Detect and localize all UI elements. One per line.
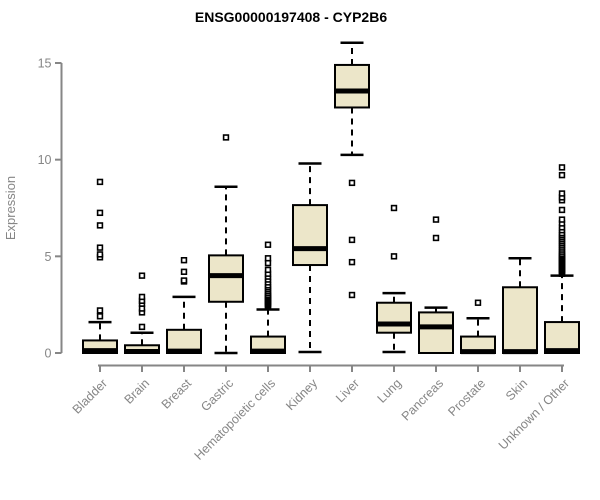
outlier-bladder — [96, 178, 104, 186]
outlier-bladder — [96, 222, 104, 229]
outlier-gastric — [222, 134, 230, 141]
outlier-brain — [138, 323, 146, 331]
y-tick-label: 0 — [45, 347, 52, 361]
outlier-prostate — [474, 299, 482, 306]
outlier-unknown-other — [558, 164, 566, 171]
outlier-liver — [348, 291, 356, 299]
outlier-liver — [348, 236, 356, 244]
x-category-label-pancreas: Pancreas — [399, 376, 446, 423]
box-kidney — [292, 204, 328, 267]
outlier-hematopoietic-cells — [264, 241, 272, 248]
outlier-brain — [138, 272, 146, 279]
y-tick-label: 5 — [45, 250, 52, 264]
x-category-label-breast: Breast — [159, 376, 195, 412]
outlier-bladder — [96, 313, 104, 320]
x-category-label-kidney: Kidney — [283, 376, 320, 413]
outlier-hematopoietic-cells — [264, 255, 272, 262]
y-tick-label: 10 — [38, 153, 52, 167]
x-category-label-brain: Brain — [122, 376, 153, 407]
y-tick-label: 15 — [38, 57, 52, 71]
outlier-unknown-other — [558, 171, 566, 179]
box-skin — [502, 286, 538, 354]
x-category-label-hematopoietic-cells: Hematopoietic cells — [192, 376, 279, 463]
outlier-liver — [348, 179, 356, 187]
outlier-pancreas — [432, 234, 440, 242]
outlier-lung — [390, 204, 398, 212]
box-unknown-other — [544, 321, 580, 354]
outlier-breast — [180, 277, 188, 284]
y-axis-label: Expression — [3, 176, 18, 240]
outlier-breast — [180, 257, 188, 264]
outlier-pancreas — [432, 216, 440, 223]
outlier-hematopoietic-cells — [264, 266, 272, 274]
outlier-bladder — [96, 244, 104, 251]
outlier-bladder — [96, 209, 104, 217]
outlier-unknown-other — [558, 206, 566, 214]
outlier-brain — [138, 293, 146, 301]
box-liver — [334, 63, 370, 109]
x-category-label-lung: Lung — [375, 376, 405, 406]
box-lung — [376, 301, 412, 334]
outlier-bladder — [96, 251, 104, 258]
x-category-label-liver: Liver — [333, 376, 362, 405]
outlier-bladder — [96, 307, 104, 314]
outlier-lung — [390, 253, 398, 260]
x-category-label-prostate: Prostate — [445, 376, 488, 419]
chart-title: ENSG00000197408 - CYP2B6 — [195, 9, 387, 25]
outlier-unknown-other — [558, 216, 566, 223]
x-category-label-unknown-other: Unknown / Other — [496, 376, 572, 452]
plot-area: 0 5 10 15 Bladder Brain Breast GastricHematopoi… — [38, 41, 580, 463]
box-gastric — [208, 254, 244, 303]
outlier-liver — [348, 258, 356, 266]
x-category-label-bladder: Bladder — [70, 376, 110, 416]
x-category-label-skin: Skin — [503, 376, 530, 403]
outlier-unknown-other — [558, 190, 566, 197]
box-pancreas — [418, 311, 454, 354]
outlier-breast — [180, 268, 188, 276]
x-category-label-gastric: Gastric — [198, 376, 236, 414]
